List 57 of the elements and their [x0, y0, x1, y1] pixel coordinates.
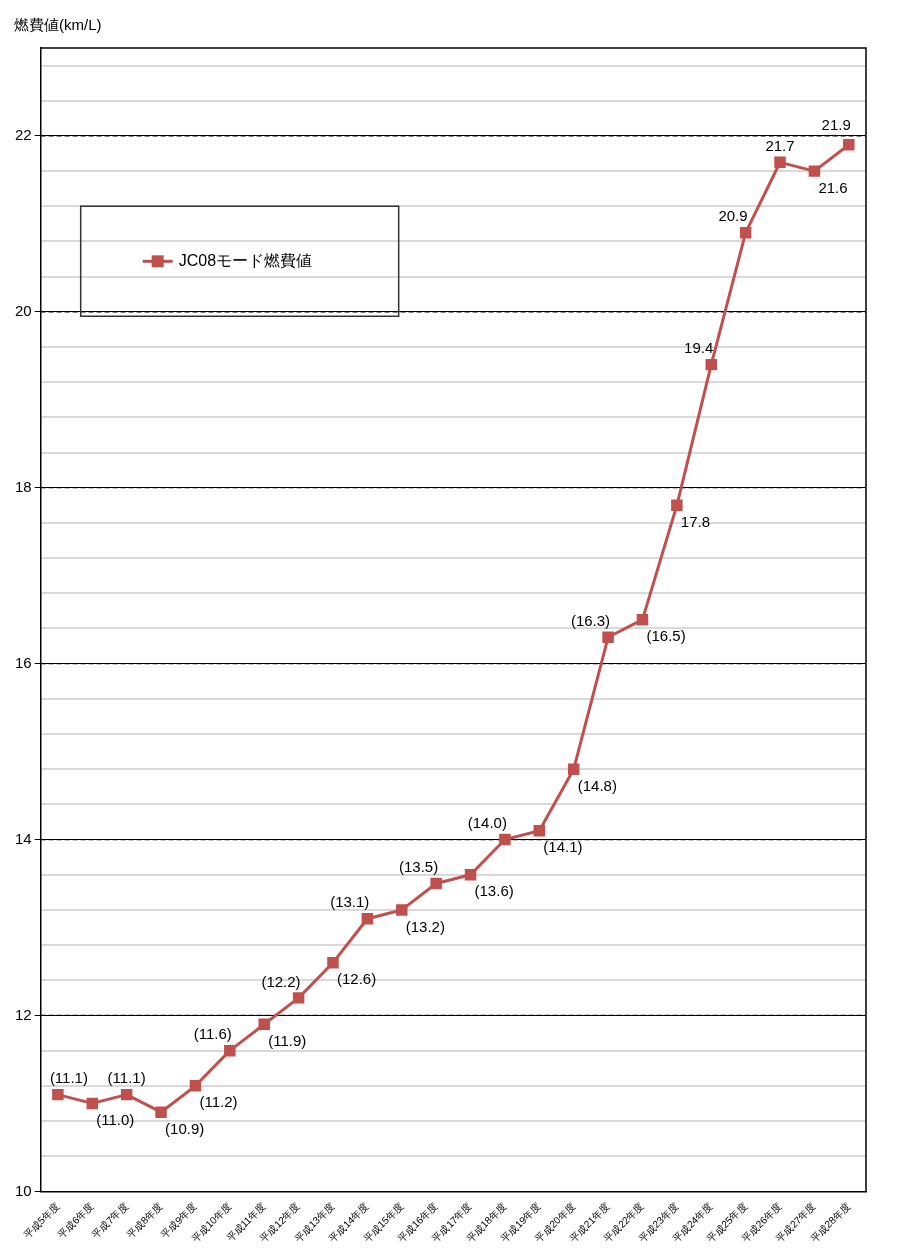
point — [774, 156, 786, 169]
y-tick-label: 12 — [15, 1005, 32, 1023]
data-label: (11.9) — [268, 1031, 307, 1049]
point — [155, 1106, 167, 1118]
point — [464, 869, 477, 881]
legend-label: JC08モード燃費値 — [178, 251, 313, 269]
point — [120, 1088, 133, 1101]
point — [396, 904, 408, 916]
point — [430, 877, 442, 890]
data-label: (13.2) — [405, 917, 445, 935]
point — [52, 1088, 64, 1101]
data-label: (12.6) — [336, 970, 377, 988]
point — [843, 139, 855, 151]
point — [224, 1044, 236, 1057]
data-label: 17.8 — [680, 512, 711, 530]
point — [86, 1097, 99, 1110]
data-label: (13.5) — [398, 858, 439, 876]
data-label: (13.1) — [330, 893, 370, 911]
point — [258, 1018, 270, 1030]
y-tick-label: 18 — [15, 477, 32, 495]
data-label: (11.6) — [193, 1025, 232, 1043]
point — [567, 763, 580, 775]
point — [361, 912, 374, 925]
data-label: (11.0) — [96, 1111, 135, 1129]
data-label: (14.1) — [543, 838, 583, 856]
data-label: 21.9 — [821, 115, 851, 133]
y-axis-title: 燃費値(km/L) — [14, 16, 102, 35]
data-label: 19.4 — [684, 339, 714, 357]
y-tick-label: 16 — [15, 653, 32, 671]
data-label: (16.5) — [646, 627, 686, 645]
point — [327, 956, 339, 969]
data-label: 21.6 — [818, 178, 848, 196]
point — [636, 613, 649, 626]
y-tick-label: 14 — [15, 829, 32, 847]
point — [533, 825, 546, 837]
point — [671, 499, 683, 512]
y-tick-label: 22 — [15, 126, 32, 144]
data-label: 21.7 — [765, 136, 795, 154]
data-label: 20.9 — [718, 207, 748, 225]
point — [189, 1080, 202, 1092]
point — [705, 358, 717, 371]
data-label: (11.2) — [199, 1093, 238, 1111]
data-label: (11.1) — [49, 1069, 88, 1087]
point — [499, 833, 511, 846]
data-label: (10.9) — [165, 1119, 205, 1137]
data-label: (11.1) — [107, 1069, 146, 1087]
data-label: (12.2) — [261, 972, 301, 990]
y-tick-label: 20 — [15, 301, 32, 319]
point — [808, 165, 821, 177]
data-label: (14.8) — [577, 776, 617, 794]
point — [739, 226, 752, 239]
point — [292, 992, 305, 1004]
data-label: (16.3) — [570, 611, 611, 629]
data-label: (14.0) — [467, 814, 507, 832]
data-label: (13.6) — [474, 882, 514, 900]
point — [602, 631, 614, 644]
y-tick-label: 10 — [15, 1181, 32, 1199]
